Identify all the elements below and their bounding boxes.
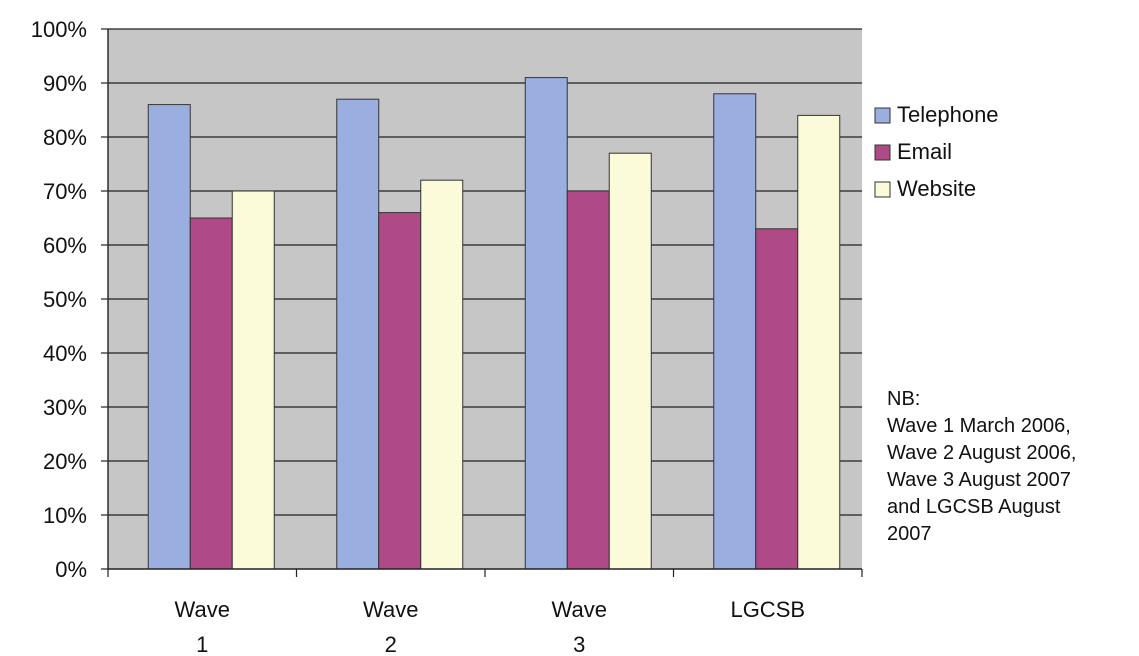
y-tick-label: 10% [43, 503, 87, 528]
bar-email-2 [378, 212, 422, 570]
legend-label-email: Email [897, 139, 952, 164]
y-tick-label: 40% [43, 341, 87, 366]
bar-website-4 [797, 114, 841, 570]
y-tick-label: 70% [43, 179, 87, 204]
y-tick-label: 50% [43, 287, 87, 312]
legend-swatch-email [874, 144, 891, 161]
bar-website-2 [420, 179, 464, 570]
y-tick-label: 0% [55, 557, 87, 582]
note-line: Wave 2 August 2006, [887, 442, 1077, 464]
y-tick-label: 100% [31, 17, 87, 42]
y-tick-label: 80% [43, 125, 87, 150]
bar-email-3 [566, 190, 610, 570]
x-category-label: Wave 1 [175, 597, 230, 656]
legend-swatch-telephone [874, 107, 891, 124]
note-line: NB: [887, 388, 921, 410]
legend-label-website: Website [897, 176, 976, 201]
bar-website-1 [231, 190, 275, 570]
y-tick-label: 90% [43, 71, 87, 96]
y-tick-label: 60% [43, 233, 87, 258]
x-category-label: Wave 3 [552, 597, 607, 656]
legend-swatch-website [874, 181, 891, 198]
bar-email-1 [189, 217, 233, 570]
bar-email-4 [755, 228, 799, 570]
bar-telephone-2 [336, 98, 380, 570]
bar-telephone-4 [713, 93, 757, 570]
footnote: NB: Wave 1 March 2006, Wave 2 August 200… [887, 386, 1137, 548]
x-category-label: Wave 2 [363, 597, 418, 656]
bar-telephone-1 [147, 104, 191, 570]
note-line: 2007 [887, 523, 932, 545]
bar-telephone-3 [524, 77, 568, 570]
note-line: and LGCSB August [887, 496, 1061, 518]
legend: Telephone Email Website [874, 102, 999, 201]
bars [147, 77, 841, 570]
note-line: Wave 1 March 2006, [887, 415, 1071, 437]
y-tick-label: 20% [43, 449, 87, 474]
note-line: Wave 3 August 2007 [887, 469, 1071, 491]
x-axis-category-labels: Wave 1 Wave 2 Wave 3 LGCSB [175, 597, 806, 656]
bar-website-3 [608, 152, 652, 570]
x-category-label: LGCSB [730, 597, 805, 622]
axes [101, 28, 863, 577]
y-axis-tick-labels: 0% 10% 20% 30% 40% 50% 60% 70% 80% 90% 100% [31, 17, 87, 582]
legend-label-telephone: Telephone [897, 102, 999, 127]
y-tick-label: 30% [43, 395, 87, 420]
